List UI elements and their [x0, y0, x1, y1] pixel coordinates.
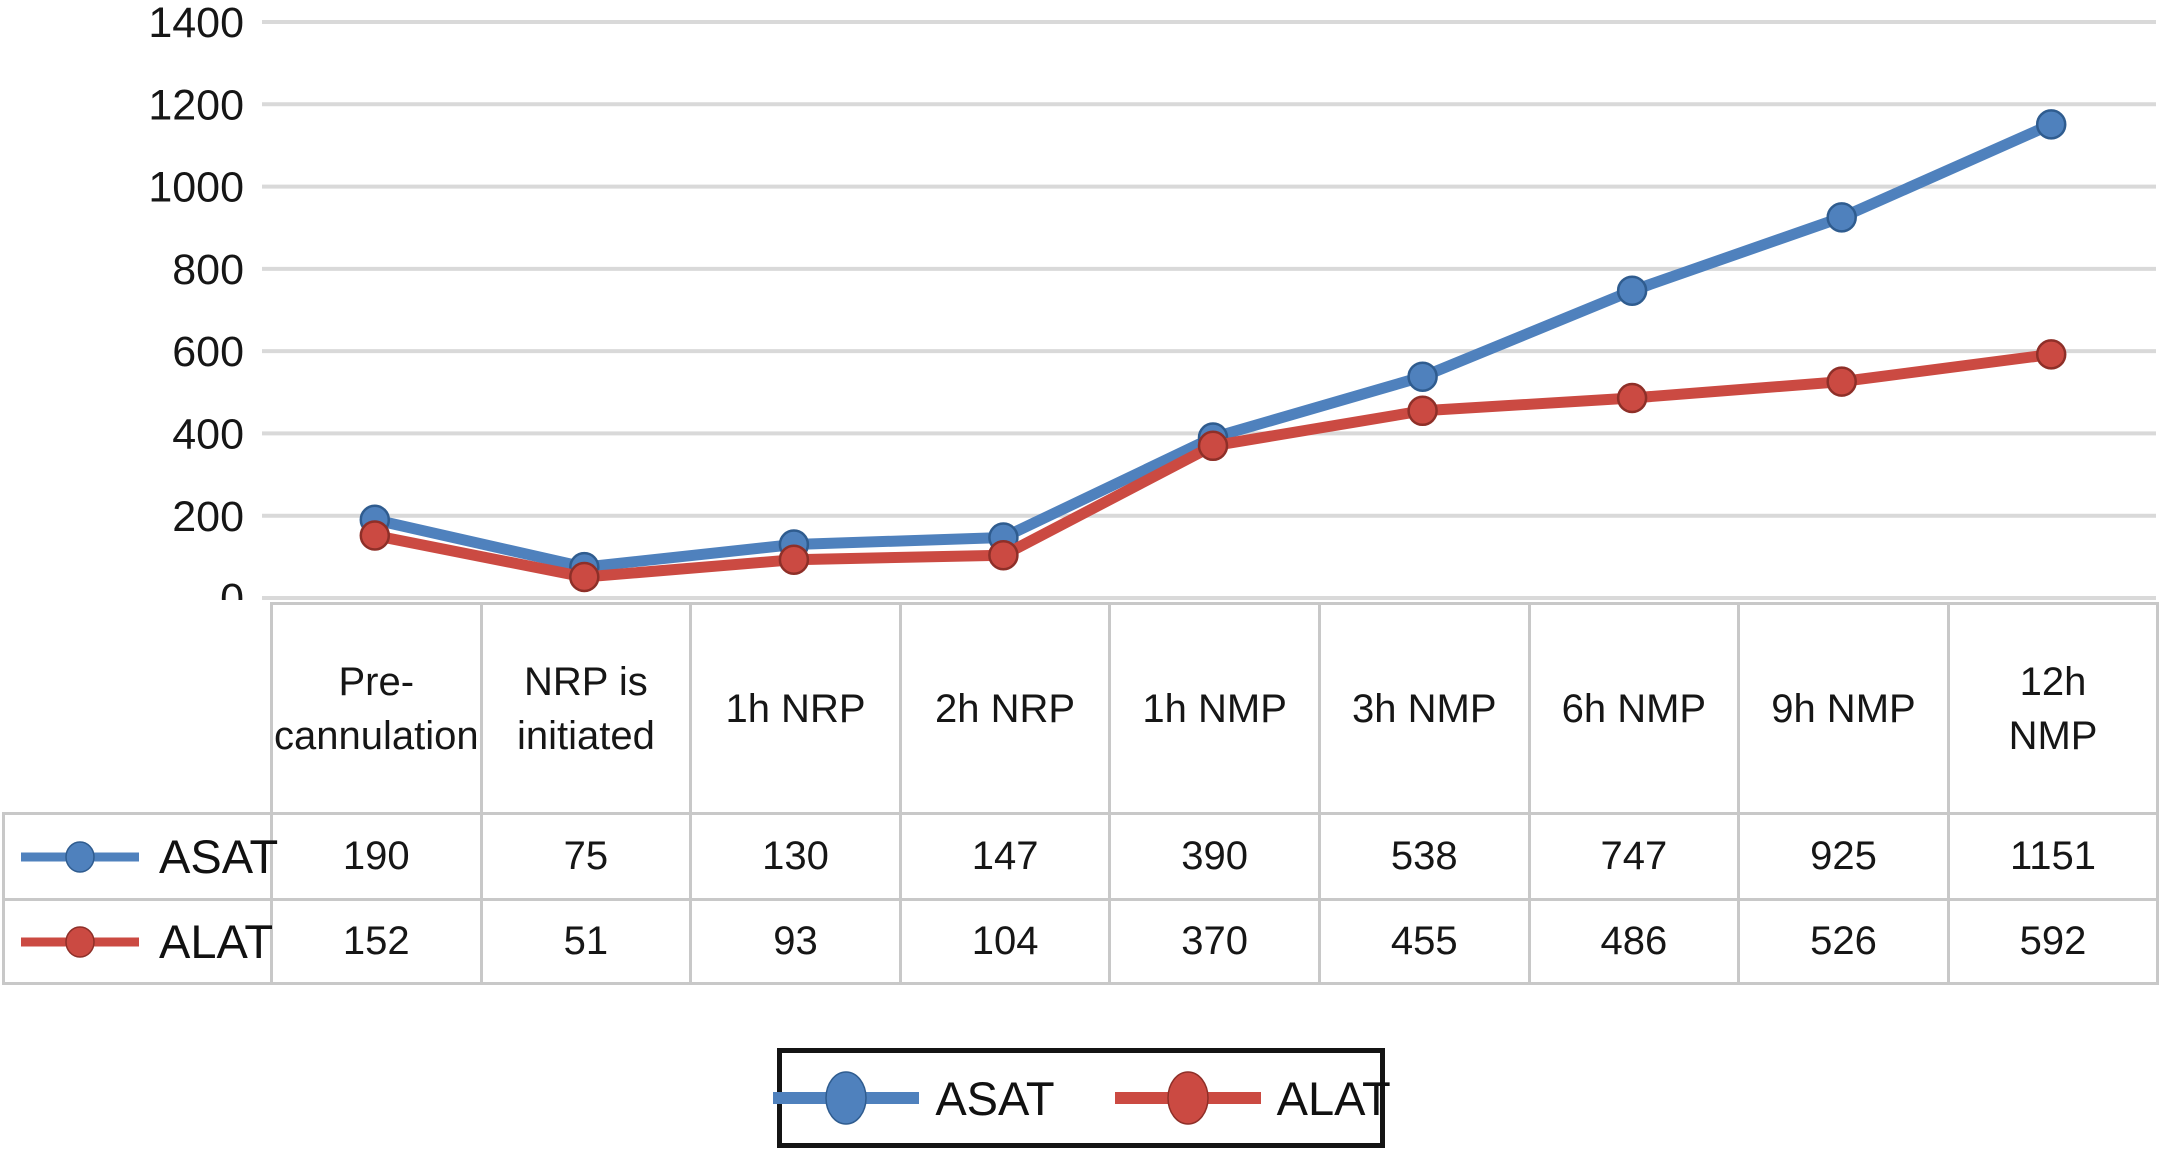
- legend-marker-icon-row-asat: [21, 840, 139, 873]
- legend-marker-icon-alat: [1114, 1071, 1261, 1125]
- legend-box: ASAT ALAT: [773, 1048, 1391, 1148]
- series-line-asat: [369, 118, 2057, 573]
- table-cell-asat-5: 538: [1317, 812, 1531, 901]
- table-header-cell-4: 1h NMP: [1108, 602, 1321, 815]
- legend-entry-asat: ASAT: [771, 1067, 1055, 1129]
- series-name-label: ASAT: [159, 830, 279, 883]
- table-header-cell-7: 9h NMP: [1737, 602, 1950, 815]
- data-point-asat-6: [1616, 275, 1648, 306]
- table-cell-asat-7: 925: [1737, 812, 1950, 901]
- table-header-cell-0: Pre- cannulation: [270, 602, 483, 815]
- table-cell-asat-3: 147: [898, 812, 1112, 901]
- table-cell-asat-0: 190: [270, 812, 483, 901]
- y-axis-tick-label: 600: [172, 328, 244, 376]
- data-point-alat-3: [988, 539, 1019, 571]
- table-cell-alat-1: 51: [479, 898, 693, 985]
- data-point-asat-7: [1826, 202, 1857, 233]
- table-cell-asat-4: 390: [1108, 812, 1321, 901]
- y-axis-tick-label: 800: [172, 246, 244, 294]
- data-point-alat-8: [2035, 339, 2067, 370]
- data-point-alat-6: [1616, 382, 1648, 414]
- data-point-asat-8: [2035, 109, 2067, 140]
- legend-label-alat: ALAT: [1276, 1071, 1391, 1125]
- table-cell-asat-6: 747: [1527, 812, 1741, 901]
- table-header-cell-8: 12h NMP: [1946, 602, 2160, 815]
- data-point-alat-0: [359, 520, 391, 551]
- y-axis-tick-label: 1200: [148, 81, 244, 129]
- y-axis-tick-label: 1400: [148, 0, 244, 47]
- data-point-alat-5: [1407, 395, 1438, 427]
- data-point-alat-2: [778, 544, 810, 575]
- line-chart: 0 200 400 600 800 1000 1200 1400: [148, 0, 2156, 600]
- data-point-alat-1: [569, 561, 600, 593]
- table-cell-asat-1: 75: [479, 812, 693, 901]
- table-cell-alat-7: 526: [1737, 898, 1950, 985]
- y-axis-tick-label: 400: [172, 410, 244, 458]
- data-table: Pre- cannulation NRP is initiated 1h NRP 2h…: [2, 602, 2160, 985]
- legend-marker-icon-asat: [773, 1071, 920, 1125]
- table-cell-alat-8: 592: [1946, 898, 2160, 985]
- table-cell-alat-2: 93: [689, 898, 902, 985]
- table-cell-alat-6: 486: [1527, 898, 1741, 985]
- data-point-alat-4: [1197, 430, 1229, 462]
- data-point-asat-5: [1407, 361, 1438, 392]
- legend-entry-alat: ALAT: [1113, 1067, 1391, 1129]
- legend-label-asat: ASAT: [935, 1071, 1055, 1125]
- y-axis-tick-label: 1000: [148, 164, 244, 212]
- table-cell-alat-5: 455: [1317, 898, 1531, 985]
- table-cell-asat-8: 1151: [1946, 812, 2160, 901]
- series-line-alat: [369, 348, 2057, 583]
- table-header-cell-1: NRP is initiated: [479, 602, 693, 815]
- table-header-cell-5: 3h NMP: [1317, 602, 1531, 815]
- y-axis-tick-label: 200: [172, 493, 244, 541]
- table-corner-cell: [4, 604, 272, 814]
- data-point-alat-7: [1826, 366, 1857, 397]
- table-row-alat: ALAT 152 51 93 104 370 455 486 526 592: [2, 898, 2160, 985]
- table-cell-alat-0: 152: [270, 898, 483, 985]
- table-cell-asat-2: 130: [689, 812, 902, 901]
- table-cell-alat-3: 104: [898, 898, 1112, 985]
- table-header-cell-6: 6h NMP: [1527, 602, 1741, 815]
- table-row-asat: ASAT 190 75 130 147 390 538 747 925 1151: [2, 812, 2160, 901]
- row-label-asat: ASAT: [2, 812, 278, 901]
- row-label-alat: ALAT: [2, 898, 274, 985]
- table-header-row: Pre- cannulation NRP is initiated 1h NRP 2h…: [4, 602, 2160, 815]
- y-axis-tick-label: 0: [220, 575, 244, 600]
- series-name-label: ALAT: [159, 915, 274, 968]
- table-cell-alat-4: 370: [1108, 898, 1321, 985]
- table-header-cell-2: 1h NRP: [689, 602, 902, 815]
- legend-marker-icon-row-alat: [21, 925, 139, 958]
- table-header-cell-3: 2h NRP: [898, 602, 1112, 815]
